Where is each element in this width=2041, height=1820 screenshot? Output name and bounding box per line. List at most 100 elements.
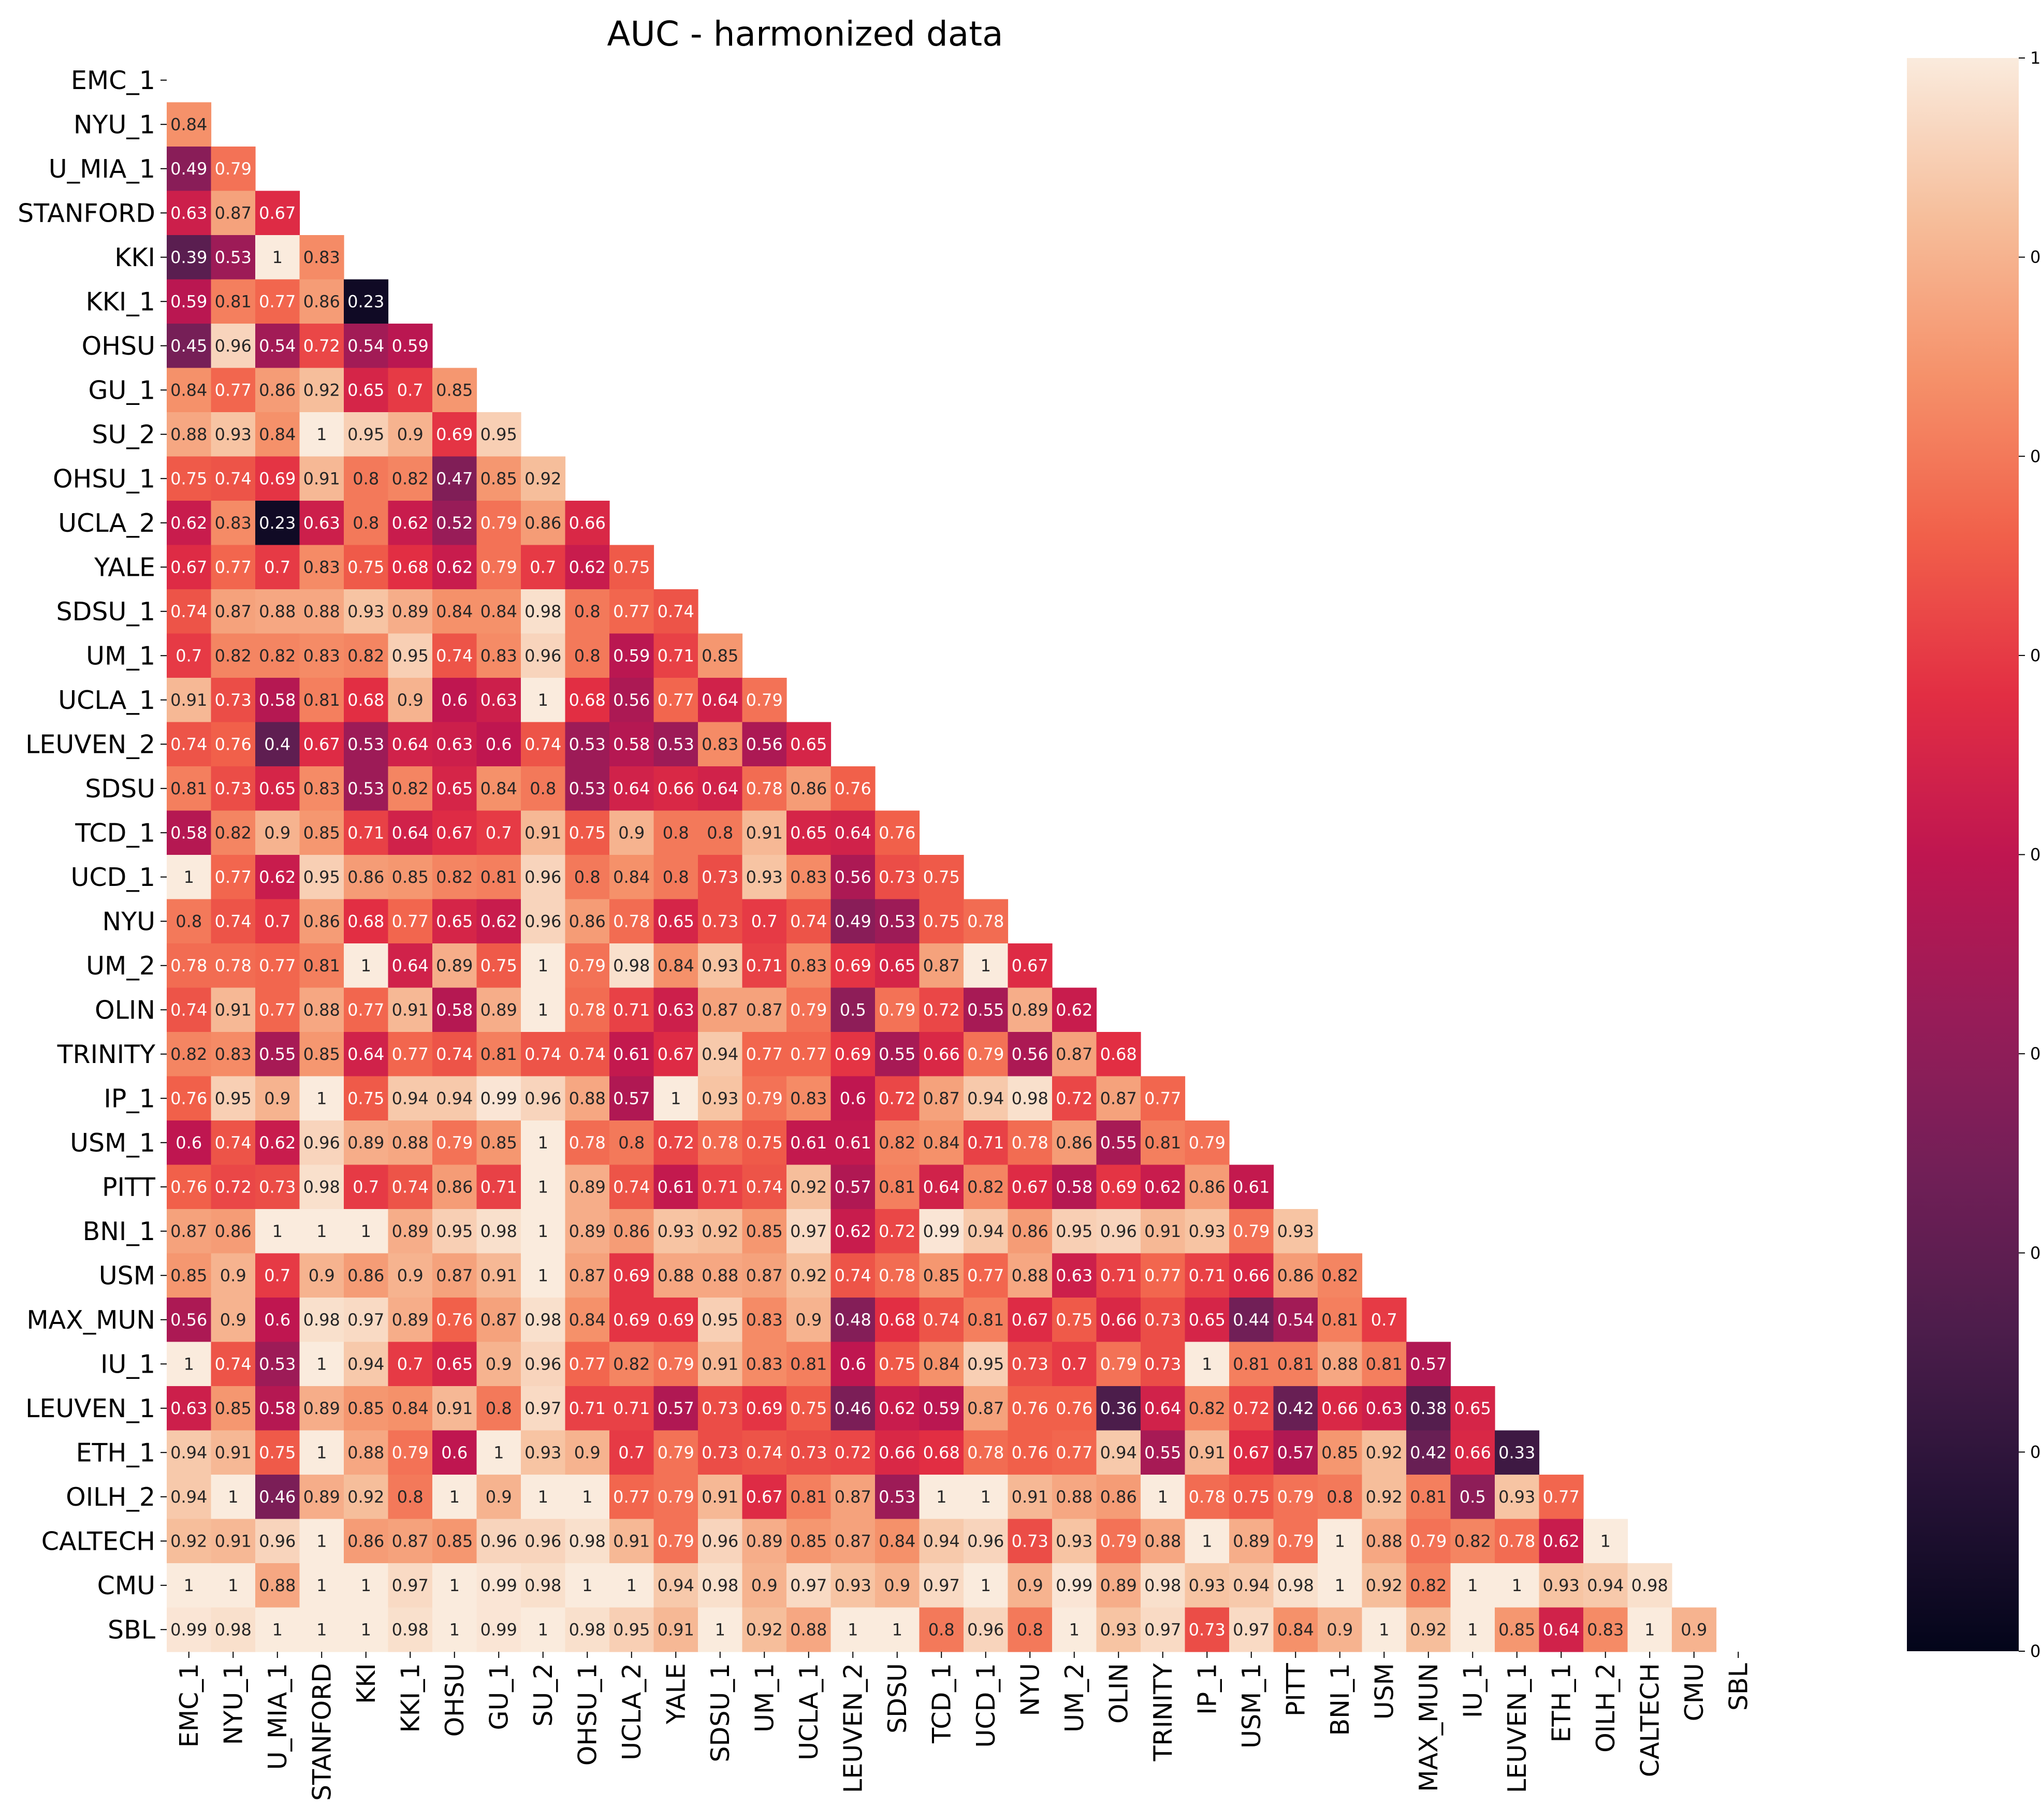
heatmap-cell bbox=[742, 678, 787, 723]
row-label: UCD_1 bbox=[71, 863, 156, 892]
cell-value-label: 0.72 bbox=[215, 1177, 252, 1197]
heatmap-cell bbox=[565, 899, 610, 944]
row-label: BNI_1 bbox=[83, 1217, 155, 1246]
cell-value-label: 0.79 bbox=[569, 956, 606, 975]
column-labels: EMC_1 NYU_1 U_MIA_1 STANFORD KKI KKI_1 OHSU GU_… bbox=[174, 1652, 1753, 1801]
cell-value-label: 0.92 bbox=[790, 1177, 827, 1197]
row-label: USM_1 bbox=[70, 1128, 155, 1158]
heatmap-cell bbox=[476, 1519, 521, 1564]
cell-value-label: 0.74 bbox=[436, 646, 473, 665]
cell-value-label: 0.89 bbox=[392, 1310, 429, 1330]
heatmap-cell bbox=[1229, 1430, 1274, 1475]
cell-value-label: 0.87 bbox=[1056, 1044, 1092, 1064]
heatmap-cell bbox=[1539, 1607, 1584, 1652]
column-label: NYU_1 bbox=[218, 1663, 248, 1745]
cell-value-label: 0.88 bbox=[702, 1265, 738, 1285]
cell-value-label: 0.68 bbox=[347, 690, 384, 710]
heatmap-cell bbox=[255, 324, 300, 369]
cell-value-label: 0.68 bbox=[347, 911, 384, 931]
heatmap-cell bbox=[255, 412, 300, 457]
column-label: USM bbox=[1369, 1663, 1399, 1720]
cell-value-label: 0.58 bbox=[170, 823, 207, 842]
cell-value-label: 0.7 bbox=[530, 557, 556, 577]
cell-value-label: 0.97 bbox=[923, 1576, 960, 1595]
heatmap-cell bbox=[1052, 1298, 1097, 1343]
cell-value-label: 0.77 bbox=[1056, 1443, 1092, 1462]
cell-value-label: 0.77 bbox=[746, 1044, 783, 1064]
cell-value-label: 0.58 bbox=[259, 690, 296, 710]
heatmap-cell bbox=[875, 1430, 920, 1475]
cell-value-label: 0.98 bbox=[1144, 1576, 1181, 1595]
heatmap-cell bbox=[919, 1519, 964, 1564]
heatmap-cell bbox=[786, 987, 832, 1032]
cell-value-label: 0.78 bbox=[1012, 1133, 1048, 1153]
heatmap-cell bbox=[344, 987, 389, 1032]
heatmap-cell bbox=[432, 1076, 477, 1121]
cell-value-label: 0.64 bbox=[1144, 1399, 1181, 1418]
cell-value-label: 0.86 bbox=[613, 1221, 650, 1241]
cell-value-label: 0.69 bbox=[835, 1044, 871, 1064]
heatmap-cell bbox=[299, 1519, 344, 1564]
cell-value-label: 0.67 bbox=[1012, 1177, 1048, 1197]
heatmap-cell bbox=[344, 899, 389, 944]
heatmap-cell bbox=[521, 1298, 566, 1343]
heatmap-cell bbox=[476, 1253, 521, 1298]
cell-value-label: 0.8 bbox=[1326, 1487, 1353, 1507]
heatmap-cell bbox=[167, 633, 212, 678]
cell-value-label: 0.89 bbox=[1012, 1000, 1048, 1020]
cell-value-label: 0.84 bbox=[392, 1399, 429, 1418]
heatmap-cell bbox=[565, 1475, 610, 1520]
heatmap-cell bbox=[299, 1342, 344, 1387]
heatmap-cell bbox=[388, 943, 433, 988]
cell-value-label: 0.87 bbox=[480, 1310, 517, 1330]
cell-value-label: 0.93 bbox=[702, 956, 738, 975]
heatmap-cell bbox=[432, 766, 477, 811]
cell-value-label: 0.95 bbox=[702, 1310, 738, 1330]
column-label: CALTECH bbox=[1635, 1663, 1665, 1777]
heatmap-cell bbox=[476, 1475, 521, 1520]
heatmap-cell bbox=[698, 1519, 743, 1564]
heatmap-cell bbox=[1583, 1519, 1628, 1564]
cell-value-label: 0.63 bbox=[1366, 1399, 1403, 1418]
cell-value-label: 0.79 bbox=[436, 1133, 473, 1153]
heatmap-cell bbox=[653, 1032, 698, 1077]
heatmap-cell bbox=[565, 1209, 610, 1254]
cell-value-label: 0.95 bbox=[303, 867, 340, 887]
heatmap-cell bbox=[830, 1342, 876, 1387]
column-label: UCLA_2 bbox=[617, 1663, 647, 1760]
cell-value-label: 0.62 bbox=[170, 513, 207, 533]
heatmap-cell bbox=[211, 1430, 256, 1475]
cell-value-label: 0.66 bbox=[658, 779, 694, 798]
heatmap-cell bbox=[565, 1519, 610, 1564]
cell-value-label: 0.82 bbox=[879, 1133, 915, 1153]
cell-value-label: 0.86 bbox=[569, 911, 606, 931]
heatmap-cell bbox=[1052, 1563, 1097, 1608]
heatmap-cell bbox=[919, 987, 964, 1032]
heatmap-cell bbox=[653, 987, 698, 1032]
cell-value-label: 0.85 bbox=[215, 1399, 252, 1418]
cell-value-label: 0.8 bbox=[530, 779, 556, 798]
heatmap-cell bbox=[344, 1076, 389, 1121]
cell-value-label: 0.79 bbox=[1277, 1531, 1314, 1551]
cell-value-label: 0.84 bbox=[923, 1133, 960, 1153]
heatmap-cell bbox=[388, 899, 433, 944]
cell-value-label: 0.89 bbox=[303, 1487, 340, 1507]
heatmap-cell bbox=[609, 943, 654, 988]
heatmap-cell bbox=[388, 501, 433, 546]
heatmap-cell bbox=[255, 678, 300, 723]
cell-value-label: 1 bbox=[538, 1265, 548, 1285]
cell-value-label: 0.49 bbox=[170, 159, 207, 179]
heatmap-cell bbox=[388, 855, 433, 900]
heatmap-cell bbox=[698, 1607, 743, 1652]
heatmap-cell bbox=[432, 943, 477, 988]
cell-value-label: 0.97 bbox=[1144, 1620, 1181, 1639]
cell-value-label: 0.98 bbox=[524, 1576, 561, 1595]
heatmap-cell bbox=[875, 1076, 920, 1121]
row-label: OILH_2 bbox=[66, 1482, 155, 1512]
cell-value-label: 0.7 bbox=[751, 911, 778, 931]
heatmap-cell bbox=[1362, 1475, 1407, 1520]
heatmap-cell bbox=[653, 1342, 698, 1387]
cell-value-label: 1 bbox=[361, 1620, 371, 1639]
heatmap-cell bbox=[875, 1298, 920, 1343]
cell-value-label: 0.99 bbox=[923, 1221, 960, 1241]
